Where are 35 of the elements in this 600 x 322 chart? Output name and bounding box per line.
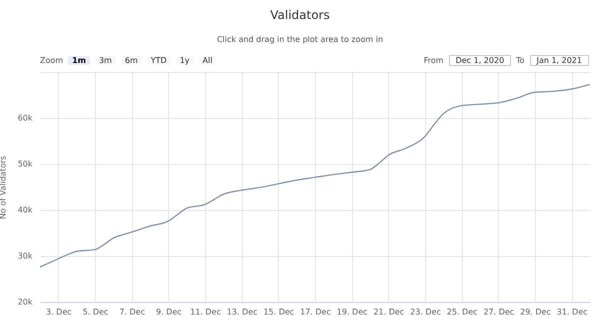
x-tick-label: 3. Dec — [46, 308, 72, 316]
chart-title: Validators — [269, 8, 331, 22]
zoom-button: 1m — [68, 56, 90, 65]
y-tick-label: 60k — [18, 114, 33, 122]
text: Zoom — [40, 56, 64, 65]
y-tick-label: 50k — [18, 160, 33, 168]
x-tick-label: 23. Dec — [410, 308, 441, 316]
chart-subtitle: Click and drag in the plot area to zoom in — [216, 35, 384, 44]
line-series — [39, 84, 591, 268]
date-field: Jan 1, 2021 — [530, 55, 589, 66]
zoom-button: YTD — [146, 56, 171, 65]
x-tick-label: 19. Dec — [336, 308, 368, 316]
text: To — [516, 56, 525, 65]
y-tick-label: 30k — [18, 252, 33, 260]
x-tick-label: 13. Dec — [226, 308, 258, 316]
x-tick-label: 15. Dec — [263, 308, 294, 316]
x-tick-label: 21. Dec — [373, 308, 404, 316]
x-tick-label: 31. Dec — [556, 308, 588, 316]
x-tick-label: 27. Dec — [483, 308, 514, 316]
y-tick-label: 20k — [18, 298, 33, 306]
x-tick-label: 17. Dec — [300, 308, 331, 316]
text: From — [424, 56, 444, 65]
x-tick-label: 11. Dec — [190, 308, 221, 316]
x-tick-label: 7. Dec — [119, 308, 145, 316]
y-axis-title: No of Validators — [0, 156, 8, 220]
x-tick-label: 25. Dec — [446, 308, 478, 316]
date-field: Dec 1, 2020 — [448, 55, 512, 66]
x-tick-label: 29. Dec — [520, 308, 551, 316]
zoom-button: 3m — [94, 56, 116, 65]
zoom-button: 6m — [120, 56, 142, 65]
zoom-button: 1y — [176, 56, 194, 65]
y-tick-label: 40k — [18, 206, 33, 214]
x-tick-label: 9. Dec — [156, 308, 182, 316]
x-tick-label: 5. Dec — [82, 308, 108, 316]
zoom-button: All — [198, 56, 216, 65]
